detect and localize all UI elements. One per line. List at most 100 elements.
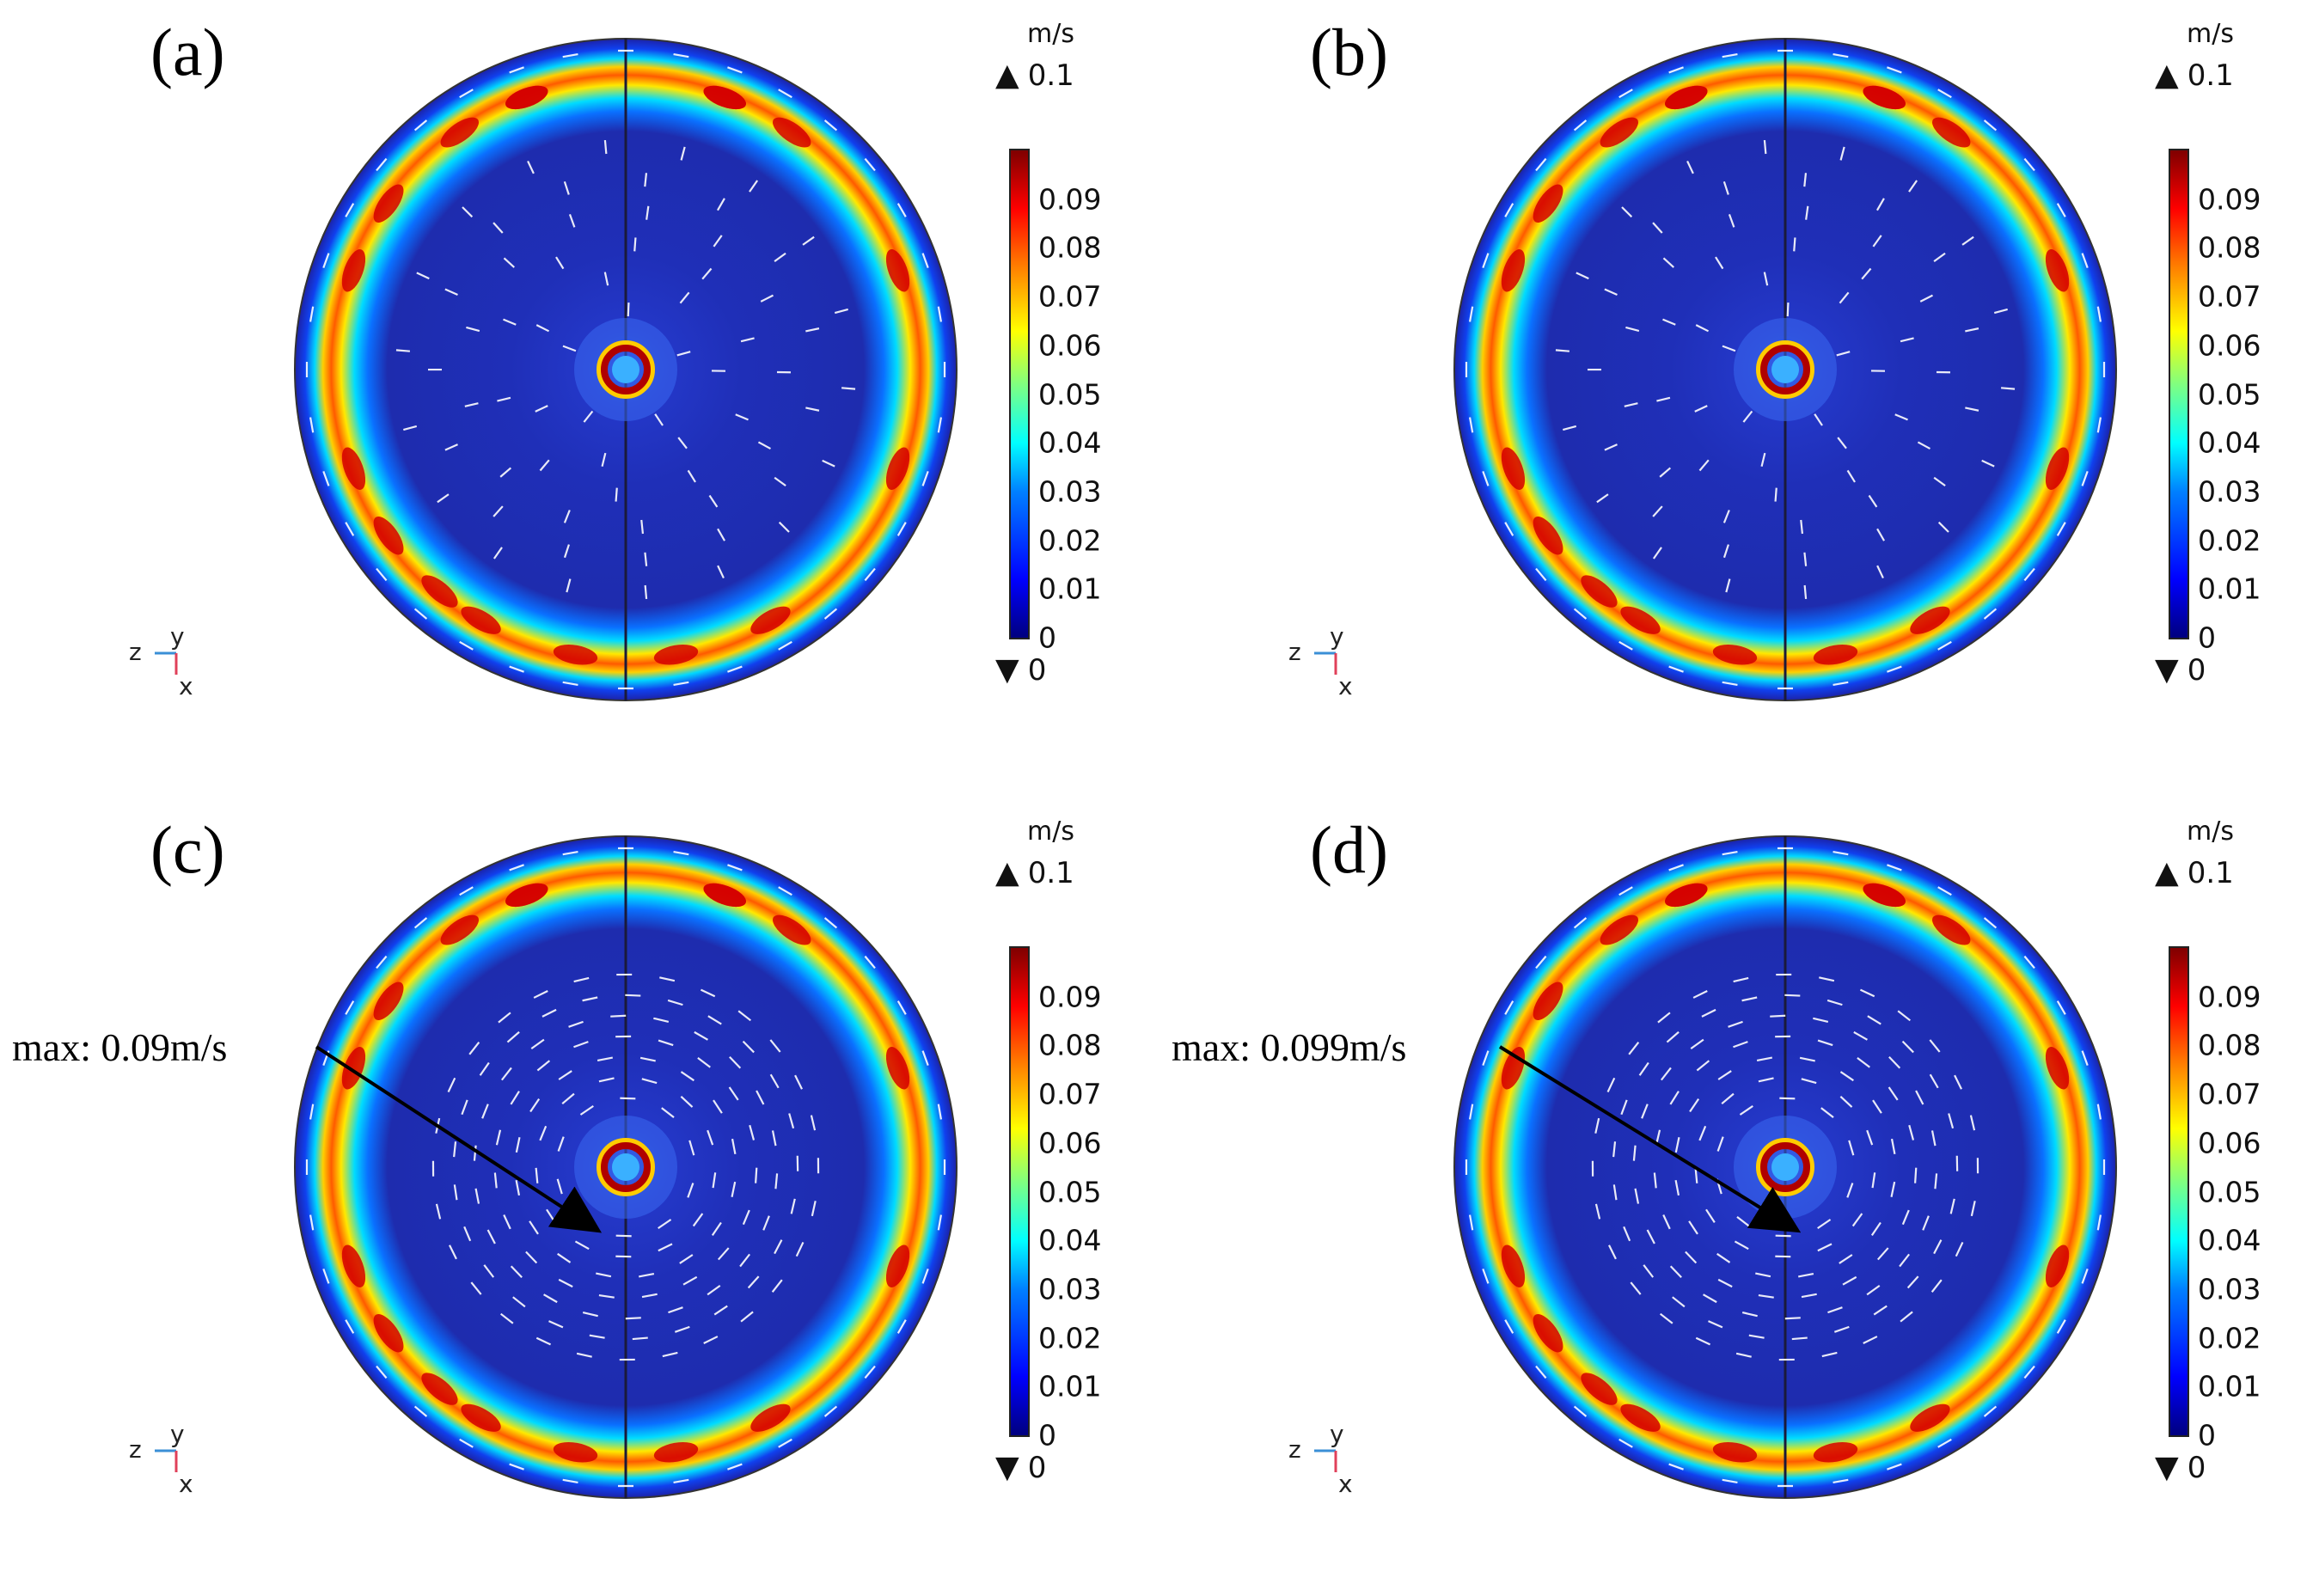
boundary-arrow xyxy=(937,1214,943,1231)
boundary-arrow xyxy=(921,1269,929,1284)
velocity-arrow xyxy=(822,459,835,468)
boundary-arrow xyxy=(1887,66,1902,74)
boundary-arrow xyxy=(2081,471,2089,486)
velocity-arrow xyxy=(1734,1240,1749,1251)
boundary-arrow xyxy=(1887,864,1902,871)
colorbar-tick-label: 0.09 xyxy=(1038,182,1102,217)
velocity-arrow xyxy=(658,1039,674,1047)
ring-hotspot xyxy=(2045,1047,2070,1090)
velocity-arrow xyxy=(603,139,608,155)
velocity-arrow xyxy=(563,180,570,195)
boundary-arrow xyxy=(823,1405,838,1417)
boundary-arrow xyxy=(896,1319,907,1334)
min-value: 0 xyxy=(2187,653,2206,688)
velocity-arrow xyxy=(1981,459,1995,468)
velocity-arrow xyxy=(1930,1279,1943,1293)
ring-hotspot xyxy=(885,1047,910,1090)
velocity-arrow xyxy=(499,467,512,478)
velocity-arrow xyxy=(658,1219,672,1230)
boundary-arrow xyxy=(322,1269,330,1284)
boundary-arrow xyxy=(1573,119,1588,131)
center-ring-outer xyxy=(597,340,655,399)
ring-hotspot xyxy=(1863,85,1906,110)
velocity-arrow xyxy=(771,1130,777,1147)
boundary-arrow xyxy=(2081,253,2089,268)
boundary-arrow xyxy=(1482,253,1490,268)
unit-label: m/s xyxy=(1027,816,1074,847)
velocity-arrow xyxy=(582,996,598,1002)
velocity-arrow xyxy=(1657,1012,1671,1024)
velocity-arrow xyxy=(811,1201,817,1217)
max-annotation-c: max: 0.09m/s xyxy=(12,1025,228,1069)
colorbar-tick-label: 0.04 xyxy=(1038,1223,1102,1257)
boundary-arrow xyxy=(345,1319,355,1334)
velocity-arrow xyxy=(707,1015,722,1025)
velocity-arrow xyxy=(1624,402,1638,407)
velocity-arrow xyxy=(749,180,759,193)
velocity-arrow xyxy=(1698,459,1710,472)
velocity-arrow xyxy=(790,1198,796,1214)
min-indicator: ▼ 0 xyxy=(2155,1451,2206,1485)
colorbar-tick-label: 0 xyxy=(1038,1418,1056,1452)
axis-x-label: x xyxy=(1338,1470,1353,1498)
velocity-arrow xyxy=(640,519,645,535)
velocity-arrow xyxy=(644,173,648,187)
boundary-arrow xyxy=(345,522,355,536)
boundary-arrow xyxy=(1504,203,1514,217)
velocity-arrow xyxy=(1906,1275,1919,1289)
velocity-arrow xyxy=(1969,1115,1976,1131)
velocity-arrow xyxy=(1799,1056,1815,1062)
velocity-arrow xyxy=(778,521,790,533)
velocity-arrow xyxy=(646,205,650,220)
colorbar-tick-label: 0.04 xyxy=(2198,425,2261,460)
velocity-arrow xyxy=(1763,272,1769,286)
velocity-arrow xyxy=(834,308,848,315)
velocity-arrow xyxy=(1901,1209,1910,1226)
max-value: 0.1 xyxy=(1027,856,1074,890)
velocity-arrow xyxy=(1948,1113,1955,1129)
velocity-arrow xyxy=(1760,452,1766,467)
boundary-arrow xyxy=(509,66,524,74)
velocity-arrow xyxy=(1774,487,1777,502)
boundary-arrow xyxy=(937,1104,943,1120)
velocity-arrow xyxy=(700,988,716,998)
velocity-arrow xyxy=(1897,1010,1912,1022)
velocity-arrow xyxy=(769,1039,781,1053)
velocity-arrow xyxy=(708,494,719,508)
velocity-arrow xyxy=(774,476,786,487)
velocity-arrow xyxy=(771,1279,783,1293)
velocity-arrow xyxy=(1817,1039,1833,1047)
boundary-arrow xyxy=(673,681,689,687)
velocity-arrow xyxy=(680,146,686,161)
boundary-arrow xyxy=(2081,1269,2089,1284)
velocity-arrow xyxy=(403,425,418,431)
velocity-arrow xyxy=(499,1312,514,1324)
velocity-arrow xyxy=(1890,1181,1896,1197)
boundary-arrow xyxy=(937,417,943,433)
velocity-arrow xyxy=(1770,1014,1786,1018)
velocity-arrow xyxy=(1819,976,1835,982)
unit-label: m/s xyxy=(1027,19,1074,49)
ring-hotspot xyxy=(1581,1373,1618,1405)
boundary-arrow xyxy=(459,1438,474,1448)
velocity-arrow xyxy=(1866,1284,1881,1296)
axis-z-label: z xyxy=(1288,1435,1301,1464)
ring-hotspot xyxy=(653,1442,699,1463)
colorbar-tick-label: 0.04 xyxy=(2198,1223,2261,1257)
boundary-arrow xyxy=(864,567,876,582)
boundary-arrow xyxy=(2056,1000,2066,1015)
boundary-arrow xyxy=(322,253,330,268)
ring-hotspot xyxy=(1533,517,1563,555)
ring-hotspot xyxy=(505,883,548,908)
velocity-arrow xyxy=(747,1275,760,1289)
velocity-arrow xyxy=(1708,1320,1723,1329)
velocity-arrow xyxy=(1900,1311,1913,1323)
ring-hotspot xyxy=(1581,575,1618,608)
ring-hotspot xyxy=(750,606,791,634)
velocity-arrow xyxy=(444,288,458,297)
boundary-arrow xyxy=(778,89,792,99)
velocity-arrow xyxy=(1949,1198,1955,1214)
velocity-arrow xyxy=(1694,405,1708,413)
velocity-arrow xyxy=(1839,1071,1854,1082)
